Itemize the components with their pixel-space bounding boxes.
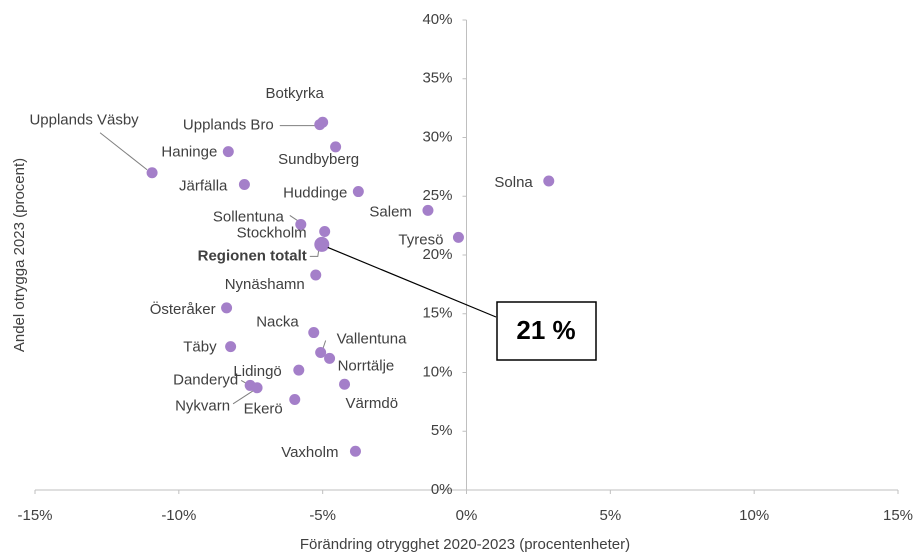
y-tick-label: 35% bbox=[422, 70, 452, 87]
point bbox=[330, 141, 342, 153]
point bbox=[452, 231, 464, 243]
point bbox=[222, 146, 234, 158]
point bbox=[221, 302, 233, 314]
point bbox=[339, 378, 351, 390]
y-tick-label: 10% bbox=[422, 363, 452, 380]
point-label: Vaxholm bbox=[281, 444, 338, 461]
x-tick-label: 5% bbox=[599, 507, 621, 524]
point bbox=[352, 186, 364, 198]
point-label: Haninge bbox=[161, 144, 217, 161]
point bbox=[314, 119, 326, 131]
point-label: Solna bbox=[494, 174, 533, 191]
callout-text: 21 % bbox=[516, 315, 575, 345]
point-label: Upplands Väsby bbox=[29, 112, 139, 129]
y-tick-label: 25% bbox=[422, 187, 452, 204]
x-tick-label: -10% bbox=[161, 507, 196, 524]
point-label: Ekerö bbox=[244, 400, 283, 417]
point-label: Upplands Bro bbox=[183, 117, 274, 134]
point-label: Järfälla bbox=[179, 177, 228, 194]
leader-line bbox=[232, 390, 254, 405]
point bbox=[251, 382, 263, 394]
point-label: Danderyd bbox=[173, 371, 238, 388]
point bbox=[315, 347, 327, 359]
point-label: Norrtälje bbox=[338, 357, 395, 374]
point-label: Österåker bbox=[150, 300, 216, 318]
point bbox=[308, 327, 320, 339]
point bbox=[349, 445, 361, 457]
point-label: Nynäshamn bbox=[225, 276, 305, 293]
callout-line bbox=[327, 246, 497, 318]
leader-line bbox=[99, 132, 148, 171]
point bbox=[289, 394, 301, 406]
point-label: Nykvarn bbox=[175, 398, 230, 415]
y-tick-label: 30% bbox=[422, 128, 452, 145]
point-label: Värmdö bbox=[346, 395, 399, 412]
callout-box bbox=[496, 301, 597, 361]
point-label: Regionen totalt bbox=[198, 247, 307, 264]
point bbox=[422, 204, 434, 216]
point-label: Tyresö bbox=[398, 231, 443, 248]
point bbox=[314, 236, 330, 252]
x-tick-label: -15% bbox=[17, 507, 52, 524]
point-label: Sollentuna bbox=[213, 208, 285, 225]
point bbox=[295, 218, 307, 230]
x-axis-title: Förändring otrygghet 2020-2023 (procente… bbox=[300, 536, 630, 553]
y-tick-label: 40% bbox=[422, 11, 452, 28]
point bbox=[225, 341, 237, 353]
x-tick-label: -5% bbox=[309, 507, 336, 524]
x-tick-label: 10% bbox=[739, 507, 769, 524]
y-tick-label: 5% bbox=[431, 422, 453, 439]
y-axis-title: Andel otrygga 2023 (procent) bbox=[11, 158, 28, 352]
point-label: Lidingö bbox=[233, 363, 281, 380]
point bbox=[293, 364, 305, 376]
leader-line bbox=[309, 249, 320, 257]
x-tick-label: 15% bbox=[883, 507, 913, 524]
point-label: Sundbyberg bbox=[278, 151, 359, 168]
point-label: Salem bbox=[369, 203, 412, 220]
point-label: Nacka bbox=[256, 314, 299, 331]
point-label: Täby bbox=[183, 339, 217, 356]
y-tick-label: 15% bbox=[422, 305, 452, 322]
point-label: Botkyrka bbox=[265, 85, 324, 102]
point bbox=[238, 179, 250, 190]
point bbox=[310, 269, 322, 281]
point bbox=[146, 167, 158, 179]
point-label: Vallentuna bbox=[337, 330, 407, 347]
point bbox=[324, 352, 336, 364]
y-tick-label: 20% bbox=[422, 246, 452, 263]
point bbox=[543, 175, 555, 187]
y-tick-label: 0% bbox=[431, 481, 453, 498]
point-label: Stockholm bbox=[237, 224, 307, 241]
point-label: Huddinge bbox=[283, 185, 347, 202]
point bbox=[319, 226, 331, 237]
x-tick-label: 0% bbox=[456, 507, 478, 524]
